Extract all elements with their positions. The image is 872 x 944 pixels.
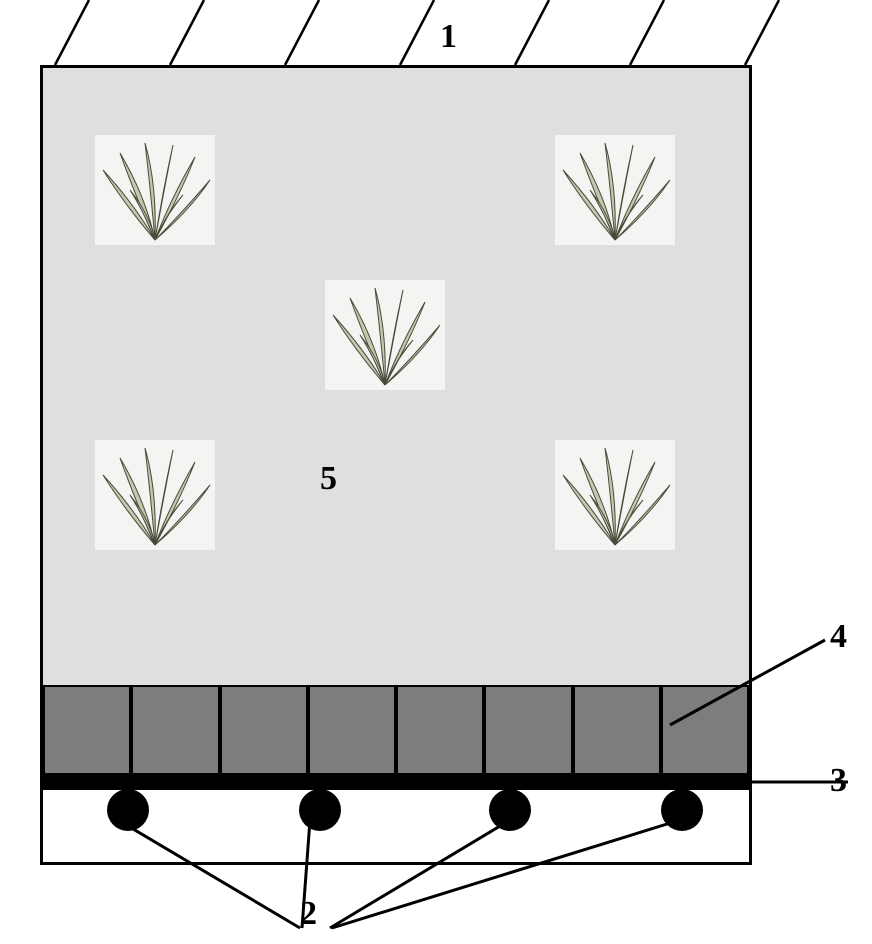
- diagram-canvas: 1: [0, 0, 872, 944]
- label-3: 3: [830, 762, 847, 800]
- leaders: [0, 0, 872, 944]
- label-4: 4: [830, 618, 847, 656]
- label-2: 2: [300, 895, 317, 933]
